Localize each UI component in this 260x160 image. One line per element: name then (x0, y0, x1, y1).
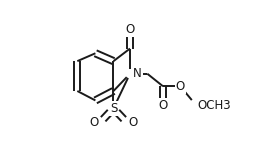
Text: S: S (110, 102, 117, 115)
Text: O: O (128, 116, 138, 129)
Text: OCH3: OCH3 (198, 99, 231, 112)
Text: O: O (158, 99, 168, 112)
Text: O: O (125, 23, 135, 36)
Text: O: O (89, 116, 99, 129)
Text: O: O (176, 80, 185, 93)
Text: N: N (133, 67, 142, 80)
